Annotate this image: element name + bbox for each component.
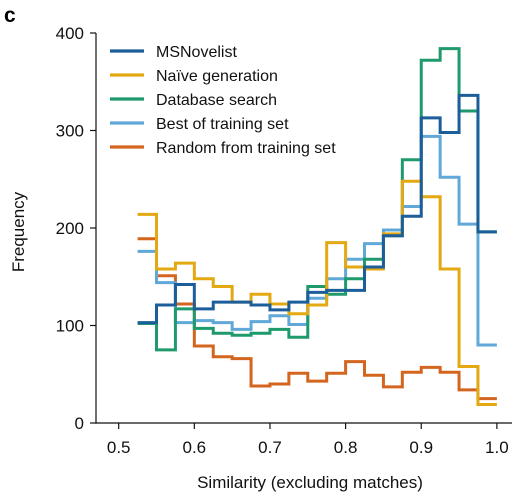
x-tick-label: 0.5	[107, 438, 131, 457]
legend-label-database-search: Database search	[156, 92, 277, 109]
y-tick-label: 200	[56, 219, 84, 238]
x-axis-title: Similarity (excluding matches)	[197, 473, 423, 492]
series-line-random-from-training-set	[137, 237, 497, 401]
y-tick-label: 100	[56, 317, 84, 336]
series-line-best-of-training-set	[137, 134, 497, 347]
panel-label: c	[4, 4, 16, 27]
series-group	[137, 47, 497, 406]
series-line-database-search	[137, 47, 497, 352]
x-tick-label: 0.7	[258, 438, 282, 457]
legend: MSNovelist Naïve generation Database searc…	[110, 44, 336, 157]
series-line-msnovelist	[137, 93, 497, 325]
y-axis-title: Frequency	[9, 191, 28, 272]
y-tick-label: 0	[75, 414, 84, 433]
y-tick-label: 300	[56, 122, 84, 141]
y-tick-label: 400	[56, 24, 84, 43]
legend-label-best-of-training-set: Best of training set	[156, 116, 289, 133]
legend-label-msnovelist: MSNovelist	[156, 44, 237, 61]
x-tick-label: 0.6	[183, 438, 207, 457]
axes: 0 100 200 300 400 0.5 0.6 0.7 0.8 0.9 1.0	[56, 24, 512, 457]
x-tick-label: 1.0	[485, 438, 509, 457]
legend-label-random-from-training-set: Random from training set	[156, 140, 336, 157]
x-tick-label: 0.8	[334, 438, 358, 457]
x-tick-label: 0.9	[409, 438, 433, 457]
series-line-naive-generation	[137, 179, 497, 406]
legend-label-naive-generation: Naïve generation	[156, 68, 278, 85]
